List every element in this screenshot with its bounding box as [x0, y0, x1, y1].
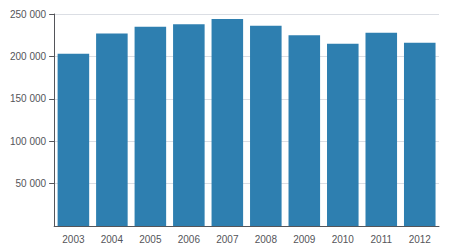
- svg-text:150 000: 150 000: [10, 93, 47, 104]
- svg-text:2006: 2006: [178, 234, 201, 245]
- svg-text:2008: 2008: [255, 234, 278, 245]
- svg-text:2003: 2003: [62, 234, 85, 245]
- svg-text:2012: 2012: [409, 234, 432, 245]
- svg-text:2005: 2005: [139, 234, 162, 245]
- svg-text:2004: 2004: [101, 234, 124, 245]
- svg-text:200 000: 200 000: [10, 51, 47, 62]
- svg-text:2011: 2011: [371, 234, 393, 245]
- svg-text:50 000: 50 000: [16, 178, 47, 189]
- svg-text:250 000: 250 000: [10, 9, 47, 20]
- svg-text:2007: 2007: [216, 234, 239, 245]
- svg-text:100 000: 100 000: [10, 136, 47, 147]
- svg-text:2009: 2009: [293, 234, 316, 245]
- svg-text:2010: 2010: [332, 234, 355, 245]
